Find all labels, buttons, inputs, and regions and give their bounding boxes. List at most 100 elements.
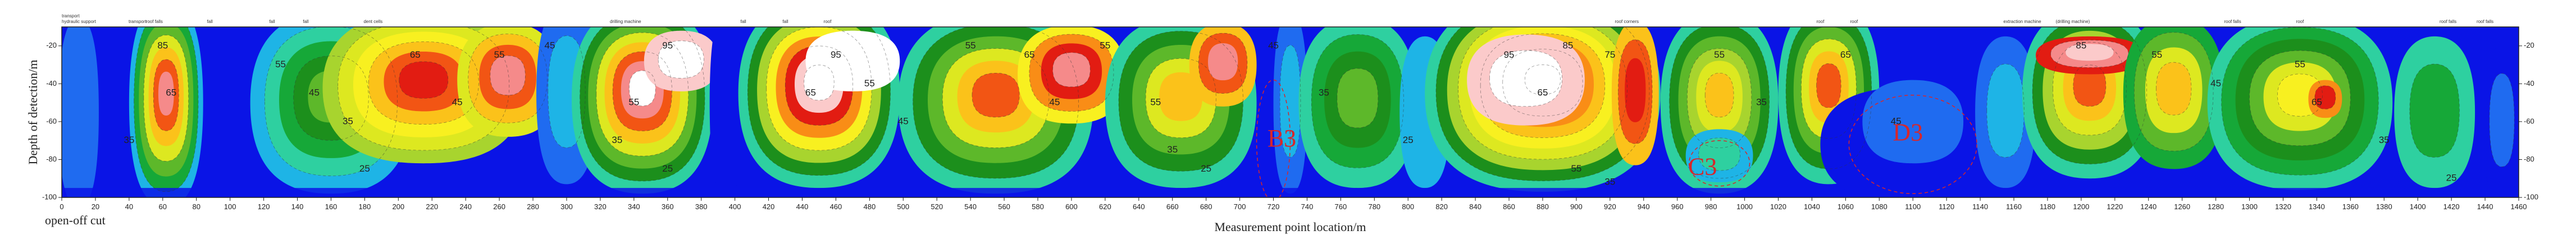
contour-line-23-40 (1785, 27, 1872, 169)
contour-line-6-75 (612, 51, 672, 131)
x-tick-label-460: 460 (830, 202, 842, 211)
x-tick-label-420: 420 (763, 202, 775, 211)
contour-line-28-85 (2050, 40, 2129, 68)
x-tick-label-40: 40 (125, 202, 133, 211)
contour-fill-31-80 (2314, 85, 2336, 109)
contour-fill-8-15 (709, 27, 744, 197)
x-tick-label-1360: 1360 (2342, 202, 2359, 211)
bottom-low-band (62, 188, 2519, 197)
contour-label-23: 55 (1150, 97, 1161, 108)
contour-label-37: 65 (1840, 49, 1851, 60)
contour-label-15: 95 (831, 49, 841, 60)
x-tick-label-1340: 1340 (2309, 202, 2325, 211)
x-tick-label-240: 240 (459, 202, 472, 211)
contour-line-23-75 (1816, 63, 1841, 108)
contour-line-6-40 (580, 27, 705, 182)
top-label-9: fall (740, 19, 746, 24)
x-tick-label-720: 720 (1268, 202, 1280, 211)
contour-label-13: 35 (612, 135, 622, 145)
contour-label-7: 65 (410, 49, 421, 60)
contour-line-23-55 (1801, 39, 1857, 139)
x-tick-label-340: 340 (628, 202, 640, 211)
x-tick-label-380: 380 (695, 202, 708, 211)
zone-outline-b3 (1256, 79, 1291, 197)
contour-fill-23-75 (1816, 63, 1841, 108)
x-tick-label-20: 20 (92, 202, 99, 211)
anomaly-zones: B3 C3 D3 (1256, 79, 1977, 197)
x-tick-label-100: 100 (224, 202, 236, 211)
x-tick-label-1040: 1040 (1804, 202, 1820, 211)
x-tick-label-1420: 1420 (2443, 202, 2460, 211)
x-tick-label-1200: 1200 (2073, 202, 2089, 211)
contour-line-18-40 (1435, 27, 1650, 181)
x-tick-label-740: 740 (1301, 202, 1314, 211)
contour-line-32-35 (2409, 63, 2460, 158)
x-tick-label-980: 980 (1705, 202, 1717, 211)
contour-fill-15-25 (1280, 45, 1301, 158)
x-tick-label-800: 800 (1402, 202, 1414, 211)
contour-label-19: 55 (965, 40, 976, 50)
contour-line-33-20 (2489, 73, 2515, 167)
x-tick-label-1320: 1320 (2275, 202, 2291, 211)
x-tick-label-940: 940 (1638, 202, 1650, 211)
contour-line-31-80 (2314, 85, 2336, 109)
contour-line-11-40 (913, 27, 1079, 179)
contour-label-31: 65 (1538, 87, 1548, 98)
contour-label-41: 45 (2210, 78, 2221, 89)
y-axis-left: -100 -80 -60 -40 -20 (42, 41, 62, 201)
contour-fill-21-65 (1705, 73, 1734, 117)
x-tick-label-1080: 1080 (1871, 202, 1887, 211)
x-tick-label-260: 260 (493, 202, 505, 211)
contour-label-1: 65 (166, 87, 176, 98)
y-left-tick-label--100: -100 (42, 192, 57, 201)
x-tick-label-0: 0 (60, 202, 63, 211)
x-tick-label-620: 620 (1099, 202, 1111, 211)
contour-label-10: 45 (545, 40, 555, 50)
x-tick-label-1440: 1440 (2477, 202, 2493, 211)
x-tick-label-860: 860 (1503, 202, 1515, 211)
contour-line-3-80 (399, 61, 449, 99)
x-tick-label-1260: 1260 (2174, 202, 2190, 211)
contour-label-22: 55 (1100, 40, 1110, 50)
x-tick-label-440: 440 (796, 202, 809, 211)
contour-line-5-25 (548, 35, 586, 148)
zone-label-c3: C3 (1688, 153, 1717, 180)
contour-line-27-40 (2032, 27, 2147, 164)
contour-fill-27-75 (2073, 64, 2106, 107)
y-right-tick-label--100: -100 (2524, 192, 2538, 201)
x-tick-label-580: 580 (1032, 202, 1044, 211)
contour-label-30: 85 (1562, 40, 1573, 50)
x-axis: 0 20 40 60 80 100 120 140 160 180 200 220 240 260 280 3… (60, 197, 2527, 211)
contour-fill-33-20 (2489, 73, 2515, 167)
contour-fill-7-95 (658, 40, 704, 79)
contour-line-27-75 (2073, 64, 2107, 107)
x-axis-title: Measurement point location/m (1214, 220, 1366, 234)
contour-line-2-40 (293, 56, 369, 141)
top-label-10: fall (782, 19, 788, 24)
contour-fill-4-85 (490, 56, 526, 95)
top-label-7: dent cells (363, 19, 382, 24)
x-tick-label-520: 520 (931, 202, 943, 211)
x-tick-label-500: 500 (897, 202, 909, 211)
contour-label-20: 65 (1024, 49, 1035, 60)
contour-label-44: 35 (2379, 135, 2390, 145)
contour-label-26: 45 (1268, 40, 1279, 50)
x-tick-label-900: 900 (1570, 202, 1583, 211)
top-label-1: transport (62, 13, 80, 19)
open-off-cut-label: open-off cut (45, 213, 106, 227)
x-tick-label-1300: 1300 (2241, 202, 2258, 211)
contour-line-12-70 (1029, 34, 1114, 112)
contour-line-14-75 (1198, 33, 1248, 94)
contour-label-0: 85 (157, 40, 168, 50)
contour-fill-29-65 (2156, 62, 2191, 116)
x-tick-label-1100: 1100 (1905, 202, 1921, 211)
zone-outline-d3 (1848, 94, 1977, 194)
contour-fill-10-95 (805, 30, 900, 91)
x-tick-label-680: 680 (1200, 202, 1212, 211)
x-tick-label-1240: 1240 (2140, 202, 2156, 211)
top-label-8: drilling machine (610, 19, 641, 24)
x-tick-label-700: 700 (1234, 202, 1246, 211)
contour-label-33: 55 (1571, 163, 1581, 174)
contour-label-18: 45 (898, 116, 909, 126)
x-tick-label-1000: 1000 (1736, 202, 1753, 211)
